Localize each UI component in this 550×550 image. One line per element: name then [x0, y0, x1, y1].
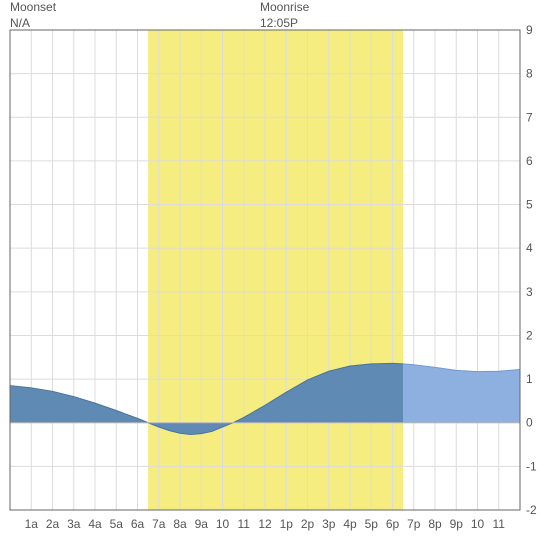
x-tick-label: 3p: [322, 517, 336, 531]
tide-moon-chart: Moonset N/A Moonrise 12:05P -2-101234567…: [0, 0, 550, 550]
tide-area-post-sunset: [403, 364, 520, 423]
moonrise-value: 12:05P: [260, 16, 298, 30]
y-tick-label: 9: [526, 23, 533, 37]
x-tick-label: 2p: [301, 517, 315, 531]
y-tick-label: 6: [526, 154, 533, 168]
moonrise-label: Moonrise 12:05P: [260, 0, 309, 31]
x-tick-label: 12: [258, 517, 272, 531]
chart-svg: -2-101234567891a2a3a4a5a6a7a8a9a1011121p…: [0, 0, 550, 550]
moonset-title: Moonset: [10, 0, 56, 14]
x-tick-label: 6a: [131, 517, 145, 531]
y-tick-label: 5: [526, 198, 533, 212]
x-tick-label: 1a: [25, 517, 39, 531]
y-tick-label: 7: [526, 110, 533, 124]
y-tick-label: 1: [526, 372, 533, 386]
x-tick-label: 4p: [343, 517, 357, 531]
x-tick-label: 9a: [195, 517, 209, 531]
x-tick-label: 11: [238, 517, 251, 531]
y-tick-label: 4: [526, 241, 533, 255]
y-tick-label: 2: [526, 328, 533, 342]
x-tick-label: 8a: [173, 517, 187, 531]
y-tick-label: 8: [526, 67, 533, 81]
x-tick-label: 7p: [407, 517, 421, 531]
y-tick-label: -1: [526, 459, 537, 473]
x-tick-label: 5p: [365, 517, 379, 531]
x-tick-label: 3a: [67, 517, 81, 531]
x-tick-label: 8p: [428, 517, 442, 531]
y-tick-label: 0: [526, 416, 533, 430]
moonrise-title: Moonrise: [260, 0, 309, 14]
x-tick-label: 2a: [46, 517, 60, 531]
x-tick-label: 11: [493, 517, 506, 531]
daylight-band: [148, 30, 403, 510]
x-tick-label: 10: [471, 517, 485, 531]
x-tick-label: 5a: [110, 517, 124, 531]
x-tick-label: 6p: [386, 517, 400, 531]
x-tick-label: 7a: [152, 517, 166, 531]
moonset-label: Moonset N/A: [10, 0, 56, 31]
y-tick-label: -2: [526, 503, 537, 517]
x-tick-label: 10: [216, 517, 230, 531]
moonset-value: N/A: [10, 16, 30, 30]
x-tick-label: 4a: [88, 517, 102, 531]
y-tick-label: 3: [526, 285, 533, 299]
x-tick-label: 1p: [280, 517, 294, 531]
x-tick-label: 9p: [450, 517, 464, 531]
